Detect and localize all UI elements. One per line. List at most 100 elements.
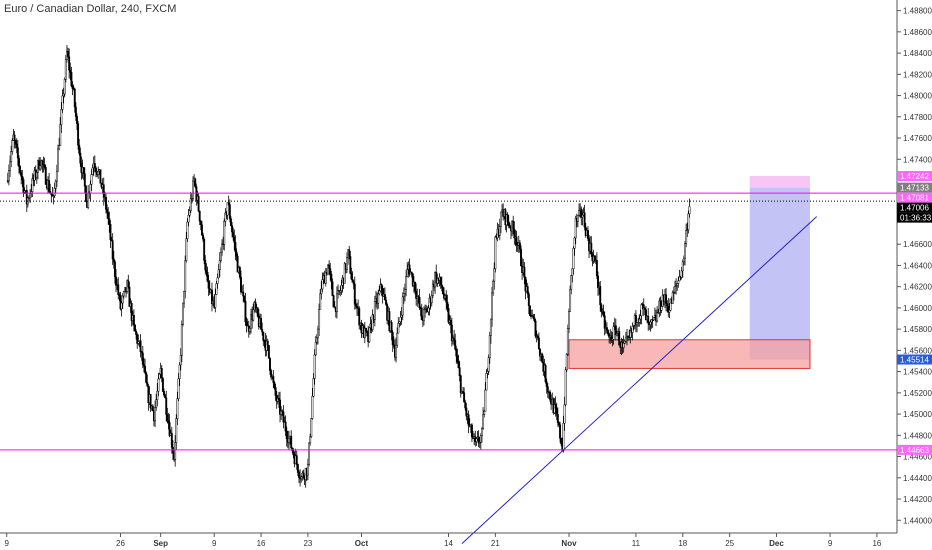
candle-body: [217, 269, 220, 279]
candle-body: [128, 286, 131, 307]
candle-body: [649, 321, 652, 325]
candle-body: [581, 214, 584, 218]
candle-body: [89, 184, 92, 194]
price-tag-label: 1.47006: [900, 204, 929, 213]
price-axis[interactable]: 1.48800 1.48600 1.48400 1.48200 1.48000 1.478…: [896, 0, 932, 533]
price-tag-bg: [897, 192, 932, 203]
y-tick-label: 1.45000: [903, 410, 932, 419]
candle-body: [9, 161, 11, 171]
time-axis[interactable]: 9 26 Sep 9 16 23 Oct 14 21 Nov 11 18 25 Dec 9 16: [0, 532, 897, 548]
candle-body: [320, 288, 323, 295]
candle-body: [52, 195, 55, 197]
candle-body: [127, 280, 130, 288]
candle-body: [479, 435, 482, 443]
price-tag-label: 1.45514: [900, 356, 929, 365]
candle-body: [311, 395, 314, 419]
candle-body: [487, 357, 490, 372]
candle-body: [665, 294, 668, 304]
candle-body: [58, 145, 61, 150]
candle-body: [364, 328, 367, 332]
candle-body: [192, 180, 194, 199]
candle-body: [248, 327, 251, 332]
y-tick-label: 1.48400: [903, 49, 932, 58]
candle-body: [556, 414, 559, 423]
candle-body: [573, 237, 576, 249]
candle-body: [350, 273, 353, 280]
candle-body: [260, 317, 263, 330]
candle-body: [28, 197, 30, 199]
candle-body: [226, 202, 229, 216]
candle-body: [331, 281, 334, 296]
candle-body: [324, 272, 327, 284]
candle-body: [280, 410, 283, 415]
candle-body: [562, 422, 565, 451]
candle-body: [11, 140, 14, 152]
candle-body: [611, 339, 614, 341]
candle-body: [481, 428, 483, 436]
candle-body: [614, 325, 617, 336]
candle-body: [55, 170, 58, 182]
zones-layer: [568, 176, 811, 369]
candle-body: [332, 295, 335, 308]
candle-body: [352, 281, 355, 285]
candle-body: [499, 211, 502, 227]
candle-body: [200, 224, 203, 236]
candle-body: [659, 300, 662, 311]
candle-body: [608, 333, 611, 338]
candle-body: [656, 312, 659, 322]
y-tick-label: 1.48600: [903, 28, 932, 37]
candle-body: [187, 215, 190, 223]
candle-body: [190, 198, 193, 200]
y-tick-label: 1.46600: [903, 240, 932, 249]
candle-body: [396, 332, 399, 346]
candle-body: [321, 279, 324, 290]
candle-body: [246, 325, 249, 327]
candle-body: [410, 271, 413, 274]
candle-body: [119, 295, 122, 310]
lines-layer: [0, 192, 897, 544]
candle-body: [160, 367, 163, 379]
candle-body: [227, 202, 230, 205]
candle-body: [559, 424, 562, 439]
candle-body: [273, 382, 276, 388]
candle-body: [312, 378, 315, 397]
candle-body: [506, 214, 509, 223]
candle-body: [13, 134, 16, 141]
candle-body: [234, 242, 237, 253]
candle-body: [134, 324, 136, 332]
candle-body: [544, 365, 547, 383]
candle-body: [57, 148, 59, 172]
candle-body: [167, 420, 170, 423]
candle-body: [91, 167, 94, 175]
candle-body: [463, 392, 466, 403]
x-tick-label: 21: [491, 539, 500, 548]
price-tag-label: 1.47133: [900, 184, 929, 193]
candle-body: [168, 422, 171, 436]
candle-body: [139, 340, 142, 353]
candle-body: [183, 290, 186, 304]
x-tick-label: 9: [212, 539, 217, 548]
candle-body: [59, 124, 62, 146]
candle-body: [231, 225, 234, 233]
candle-body: [356, 305, 358, 308]
candle-body: [528, 305, 531, 316]
candle-body: [676, 283, 679, 286]
x-tick-label: 9: [4, 539, 9, 548]
candle-body: [532, 315, 535, 319]
candle-body: [576, 214, 579, 222]
candle-body: [668, 309, 671, 313]
candle-body: [351, 278, 354, 283]
candle-body: [43, 163, 46, 168]
candle-body: [112, 258, 115, 263]
candle-body: [383, 294, 386, 301]
candle-body: [272, 376, 275, 383]
candle-body: [7, 170, 10, 182]
x-tick-label: 25: [725, 539, 734, 548]
candle-body: [83, 173, 86, 187]
candle-body: [270, 370, 273, 378]
candle-body: [578, 210, 580, 216]
candle-body: [163, 391, 165, 396]
candle-body: [166, 414, 169, 422]
candle-body: [518, 242, 521, 250]
